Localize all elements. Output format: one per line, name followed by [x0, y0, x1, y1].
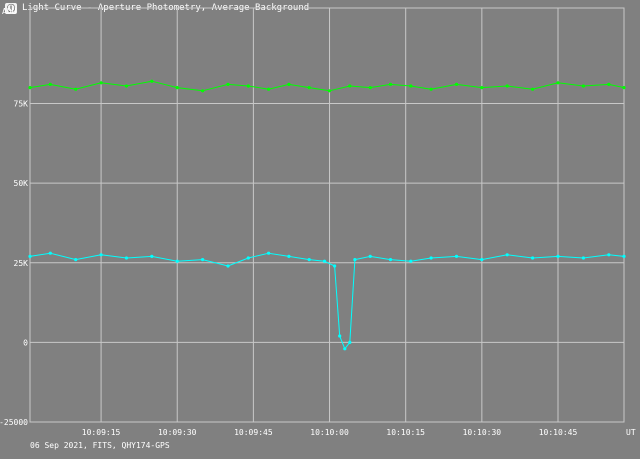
data-point: [480, 258, 484, 262]
data-point: [322, 259, 327, 263]
data-point: [409, 259, 413, 263]
data-point: [124, 84, 129, 88]
data-point: [124, 256, 129, 260]
data-point: [556, 254, 560, 258]
data-point: [267, 87, 271, 91]
data-point: [74, 258, 78, 262]
data-point: [531, 256, 535, 260]
series-group: [28, 79, 626, 351]
y-tick-label: 75K: [14, 100, 29, 109]
data-point: [246, 84, 250, 88]
x-tick-label: 10:09:45: [234, 428, 273, 437]
data-point: [226, 264, 230, 268]
data-point: [505, 253, 509, 257]
plot-frame: [29, 7, 625, 423]
data-point: [409, 84, 413, 88]
data-point: [48, 251, 52, 255]
x-axis-ticks: 10:09:15 10:09:30 10:09:45 10:10:00 10:10:15…: [82, 428, 578, 437]
data-point: [622, 86, 626, 90]
data-point: [150, 254, 154, 258]
data-point: [388, 258, 393, 262]
data-point: [99, 81, 103, 85]
grid: [29, 7, 625, 423]
data-point: [267, 251, 271, 255]
data-point: [201, 258, 205, 262]
data-point: [480, 86, 484, 90]
data-point: [327, 89, 332, 93]
data-point: [28, 254, 32, 258]
data-point: [175, 259, 179, 263]
data-point: [28, 86, 32, 90]
x-axis-label: UT: [626, 428, 636, 437]
data-point: [429, 256, 433, 260]
data-point: [429, 87, 433, 91]
x-tick-label: 10:09:30: [158, 428, 197, 437]
series-line: [29, 252, 625, 350]
data-point: [556, 81, 560, 85]
data-point: [307, 258, 311, 262]
data-point: [368, 254, 372, 258]
data-point: [348, 340, 352, 344]
data-point: [338, 334, 342, 338]
y-axis-label: ADU: [2, 7, 17, 16]
data-point: [48, 82, 52, 86]
data-point: [581, 256, 586, 260]
app-icon[interactable]: Ⓘ: [5, 2, 17, 14]
y-tick-label: -25000: [0, 418, 28, 427]
data-point: [368, 86, 372, 90]
data-point: [505, 84, 509, 88]
y-tick-label: 0: [23, 338, 28, 347]
data-point: [150, 79, 154, 83]
data-point: [348, 84, 352, 88]
data-point: [333, 264, 337, 268]
data-point: [622, 254, 626, 258]
series-1: [28, 79, 626, 93]
data-point: [343, 347, 347, 351]
x-tick-label: 10:10:30: [463, 428, 502, 437]
data-point: [99, 253, 103, 257]
data-point: [175, 86, 179, 90]
series-2: [28, 251, 626, 351]
x-tick-label: 10:10:45: [539, 428, 578, 437]
data-point: [353, 258, 357, 262]
x-tick-label: 10:09:15: [82, 428, 121, 437]
y-axis-ticks: -25000 0 25K 50K 75K: [0, 100, 28, 427]
data-point: [607, 82, 611, 86]
data-point: [74, 87, 78, 91]
data-point: [307, 86, 311, 90]
data-point: [454, 254, 459, 258]
data-point: [581, 84, 586, 88]
data-point: [246, 256, 250, 260]
data-point: [531, 87, 535, 91]
x-tick-label: 10:10:00: [310, 428, 349, 437]
footer-caption: 06 Sep 2021, FITS, QHY174-GPS: [30, 441, 170, 450]
series-line: [29, 80, 625, 92]
data-point: [607, 253, 611, 257]
data-point: [287, 254, 291, 258]
data-point: [201, 89, 205, 93]
data-point: [454, 82, 459, 86]
y-tick-label: 25K: [14, 259, 29, 268]
data-point: [388, 82, 393, 86]
data-point: [287, 82, 291, 86]
x-tick-label: 10:10:15: [386, 428, 425, 437]
y-tick-label: 50K: [14, 179, 29, 188]
data-point: [226, 82, 230, 86]
